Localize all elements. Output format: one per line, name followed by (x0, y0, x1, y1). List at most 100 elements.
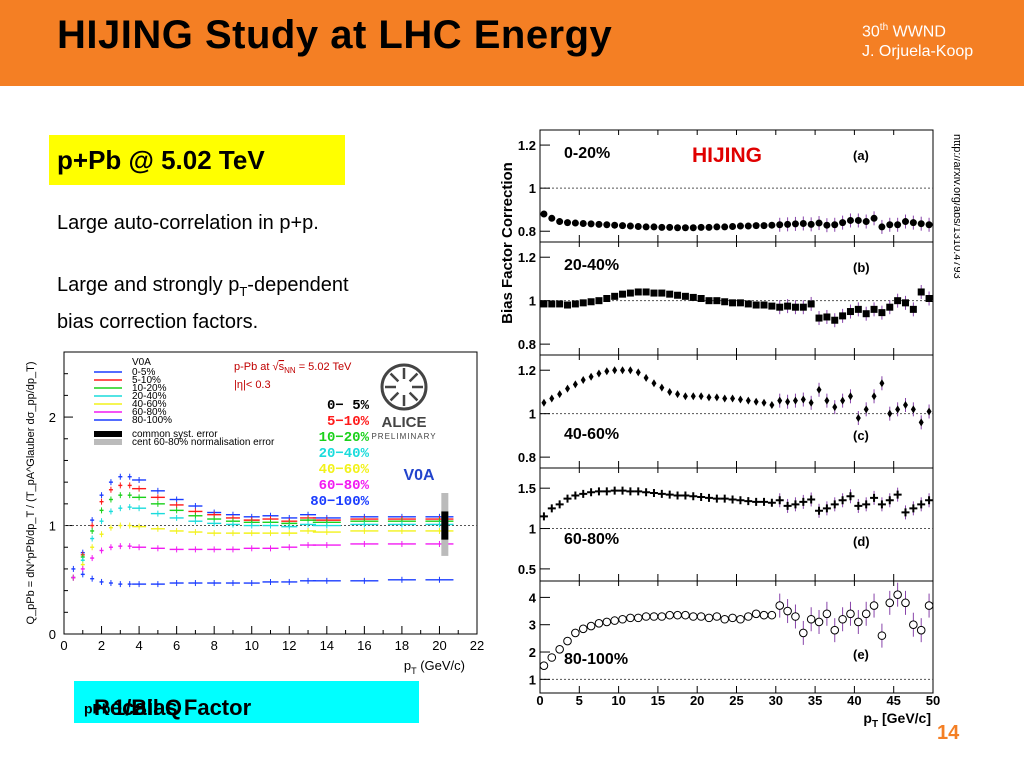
hijing-point (603, 295, 611, 302)
hijing-point (549, 394, 555, 403)
hijing-point (626, 487, 635, 496)
alice-logo-spoke (389, 391, 400, 402)
hijing-point (838, 614, 847, 624)
hijing-point (791, 500, 800, 509)
hijing-point (917, 500, 926, 509)
hijing-point (681, 292, 689, 300)
text-bias-part1: Large and strongly p (57, 274, 240, 296)
hijing-point (540, 300, 548, 308)
hijing-point (870, 305, 878, 313)
hijing-point (854, 305, 862, 313)
hijing-point (563, 636, 572, 646)
hijing-y-tick-label: 4 (529, 590, 537, 605)
hijing-point (807, 495, 816, 504)
hijing-point (830, 625, 840, 635)
hijing-point (777, 396, 783, 405)
hijing-point (658, 289, 666, 297)
hijing-y-tick-label: 1.5 (518, 481, 536, 496)
hijing-point (578, 624, 588, 634)
hijing-point (650, 223, 658, 231)
hijing-point (557, 390, 563, 399)
hijing-point (611, 292, 619, 300)
hijing-point (704, 493, 713, 502)
alice-x-tick-label: 14 (320, 638, 334, 653)
alice-x-tick-label: 16 (357, 638, 371, 653)
hijing-point (587, 220, 595, 228)
hijing-point (657, 489, 666, 498)
hijing-point (713, 297, 721, 305)
hijing-point (901, 508, 910, 517)
hijing-point (618, 614, 627, 624)
hijing-point (611, 221, 619, 229)
alice-x-tick-label: 4 (135, 638, 142, 653)
hijing-point (909, 219, 917, 227)
hijing-point (728, 495, 737, 504)
hijing-point (602, 487, 611, 496)
hijing-point (894, 221, 902, 229)
hijing-point (870, 493, 879, 502)
hijing-point (587, 298, 595, 306)
hijing-point (721, 298, 729, 306)
hijing-point (925, 295, 933, 302)
alice-x-tick-label: 22 (470, 638, 484, 653)
conference-number: 30 (862, 23, 880, 41)
hijing-point (642, 488, 651, 497)
slide-title: HIJING Study at LHC Energy (57, 13, 613, 57)
hijing-panel-tag: (b) (853, 260, 870, 275)
hijing-point (902, 400, 908, 409)
hijing-generator-label: HIJING (692, 144, 762, 167)
hijing-y-tick-label: 2 (529, 645, 536, 660)
hijing-point (649, 612, 659, 621)
hijing-point (588, 372, 594, 381)
hijing-point (776, 303, 784, 311)
hijing-point (620, 366, 626, 375)
hijing-point (704, 613, 714, 623)
hijing-panel-tag: (a) (853, 148, 869, 163)
hijing-point (838, 496, 847, 505)
hijing-point (783, 606, 792, 616)
hijing-panel-tag: (d) (853, 534, 870, 549)
hijing-point (846, 216, 854, 224)
hijing-y-tick-label: 1 (529, 522, 536, 537)
hijing-point (799, 303, 807, 311)
hijing-point (806, 614, 816, 624)
hijing-point (730, 394, 736, 403)
hijing-point (650, 289, 658, 297)
hijing-point (547, 653, 557, 662)
hijing-point (736, 496, 745, 505)
hijing-point (832, 403, 838, 412)
hijing-x-tick-label: 25 (729, 693, 743, 708)
hijing-point (767, 498, 776, 507)
hijing-point (743, 612, 753, 621)
alice-y-tick-label: 1 (49, 519, 56, 534)
alice-x-axis-label: pT (GeV/c) (404, 658, 465, 674)
hijing-point (674, 224, 682, 232)
alice-x-tick-label: 8 (211, 638, 218, 653)
hijing-y-tick-label: 3 (529, 618, 536, 633)
hijing-point (667, 387, 673, 396)
arxiv-link[interactable]: http://arxiv.org/abs/1310.4793 (940, 130, 960, 310)
hijing-point (784, 302, 792, 310)
hijing-point (745, 396, 751, 405)
alice-centrality-label: 60−80% (319, 478, 370, 494)
hijing-point (595, 297, 603, 305)
alice-x-tick-label: 10 (244, 638, 258, 653)
hijing-point (627, 366, 633, 375)
hijing-point (799, 219, 807, 227)
hijing-point (729, 299, 737, 307)
hijing-point (761, 398, 767, 407)
hijing-point (901, 299, 909, 307)
hijing-panel-5-frame (539, 580, 934, 694)
hijing-x-tick-label: 5 (576, 693, 583, 708)
hijing-point (675, 390, 681, 399)
hijing-point (791, 612, 800, 621)
hijing-point (618, 486, 627, 495)
hijing-point (785, 397, 791, 406)
hijing-point (816, 385, 822, 394)
alice-logo-spoke (408, 391, 419, 402)
hijing-panel-centrality: 80-100% (564, 651, 628, 668)
hijing-point (916, 625, 926, 635)
hijing-y-tick-label: 0.8 (518, 224, 536, 239)
hijing-point (886, 303, 894, 311)
